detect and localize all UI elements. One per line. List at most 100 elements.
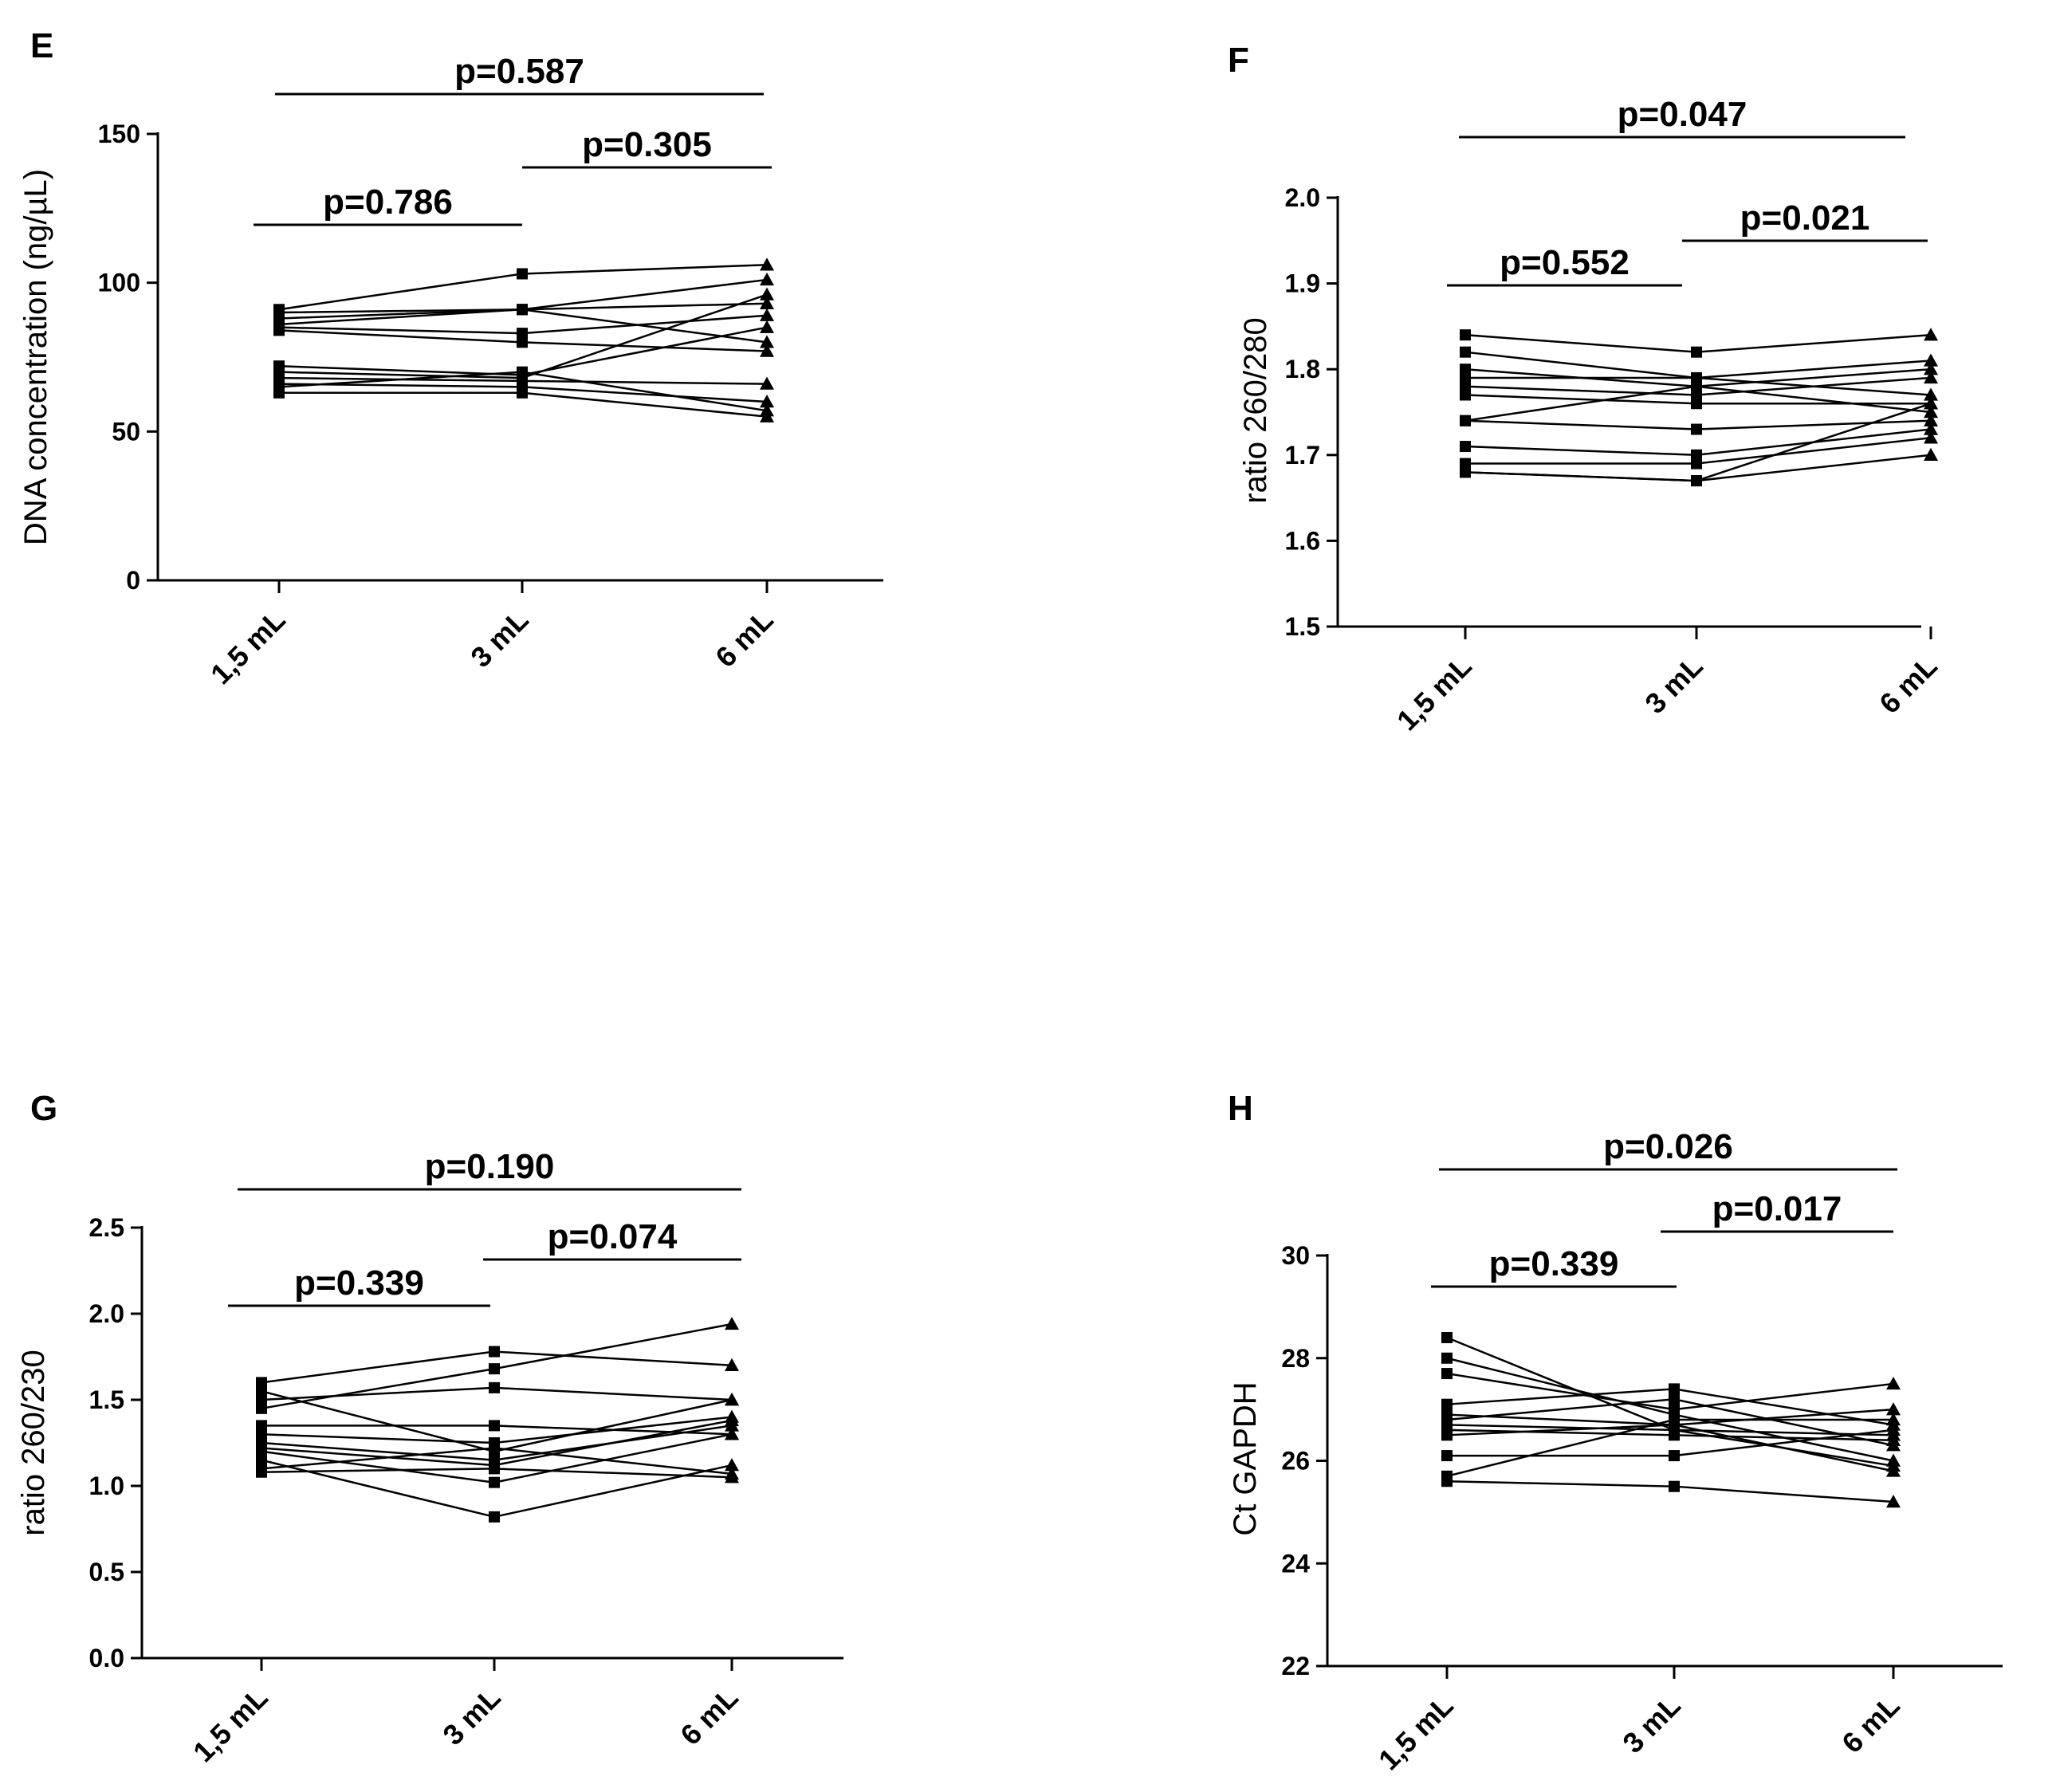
data-point [1886, 1402, 1901, 1416]
data-point [1460, 389, 1471, 401]
data-point [1669, 1424, 1680, 1436]
data-point [1669, 1450, 1680, 1462]
x-tick-label: 1,5 mL [1372, 1689, 1460, 1777]
data-point [760, 409, 774, 422]
data-point [256, 1445, 267, 1457]
data-point [1669, 1404, 1680, 1416]
x-tick-label: 3 mL [464, 603, 534, 674]
data-point [760, 376, 774, 390]
y-tick-label: 0.5 [89, 1558, 124, 1586]
data-point [725, 1427, 739, 1440]
data-point [1669, 1393, 1680, 1405]
p-value-label: p=0.026 [1603, 1127, 1733, 1166]
data-point [1924, 362, 1938, 375]
data-point [517, 304, 528, 316]
x-tick-label: 1,5 mL [204, 603, 292, 691]
p-value-label: p=0.786 [323, 183, 453, 222]
data-point [760, 395, 774, 408]
y-tick-label: 1.9 [1285, 269, 1320, 298]
y-tick-label: 1.6 [1285, 526, 1320, 555]
data-point [1691, 423, 1702, 435]
data-point [1691, 371, 1702, 383]
y-tick-label: 28 [1281, 1344, 1310, 1373]
data-point [489, 1463, 500, 1475]
p-value-label: p=0.339 [294, 1263, 424, 1303]
data-point [256, 1454, 267, 1466]
y-tick-label: 2.5 [89, 1213, 124, 1242]
data-point [1669, 1414, 1680, 1425]
data-point [1924, 328, 1938, 341]
data-point [489, 1511, 500, 1523]
panel-h: H Ct GAPDH 22 24 26 28 30 1,5 mL 3 mL 6 mL p=0.026… [1228, 1089, 2003, 1776]
x-tick-label: 3 mL [1638, 650, 1708, 720]
data-point [1886, 1458, 1901, 1472]
data-point [1924, 430, 1938, 444]
y-axis-label: ratio 260/280 [1238, 317, 1273, 504]
x-tick-label: 6 mL [1835, 1689, 1905, 1759]
data-point [760, 344, 774, 357]
data-point [1441, 1476, 1453, 1487]
data-point [1691, 458, 1702, 470]
data-point [1924, 396, 1938, 410]
data-point [256, 1377, 267, 1389]
data-point [1441, 1368, 1453, 1380]
p-value-label: p=0.339 [1489, 1244, 1619, 1283]
data-point [489, 1363, 500, 1375]
data-point [1460, 346, 1471, 358]
data-point [1460, 380, 1471, 392]
data-point [1924, 387, 1938, 401]
p-value-label: p=0.305 [582, 125, 712, 164]
data-point [1460, 441, 1471, 453]
data-point [1460, 466, 1471, 478]
y-tick-label: 26 [1281, 1447, 1310, 1476]
y-tick-label: 0.0 [89, 1644, 124, 1672]
data-point [256, 1466, 267, 1478]
panel-letter: H [1228, 1089, 1253, 1128]
data-point [1441, 1429, 1453, 1441]
data-point [517, 268, 528, 280]
y-tick-label: 50 [112, 417, 140, 446]
p-value-label: p=0.587 [454, 52, 584, 91]
y-tick-label: 0 [126, 566, 140, 595]
data-point [489, 1442, 500, 1454]
data-point [1691, 380, 1702, 392]
data-point [725, 1458, 739, 1472]
data-point [1441, 1419, 1453, 1431]
data-point [517, 328, 528, 340]
x-tick-label: 3 mL [436, 1681, 506, 1751]
data-point [1886, 1495, 1901, 1508]
p-value-label: p=0.021 [1740, 198, 1870, 238]
data-point [760, 287, 774, 301]
p-value-label: p=0.074 [548, 1217, 678, 1256]
data-point [760, 296, 774, 309]
data-point [1924, 413, 1938, 426]
y-tick-label: 2.0 [89, 1299, 124, 1328]
x-tick-label: 3 mL [1616, 1689, 1686, 1759]
data-point [725, 1358, 739, 1371]
data-point [760, 257, 774, 271]
y-axis-label: ratio 260/230 [16, 1350, 51, 1536]
data-point [517, 366, 528, 378]
data-point [1886, 1432, 1901, 1446]
y-tick-label: 24 [1281, 1549, 1310, 1578]
data-point [1460, 458, 1471, 470]
data-point [1460, 329, 1471, 341]
data-point [1924, 405, 1938, 419]
data-point [273, 324, 285, 336]
x-tick-label: 1,5 mL [187, 1681, 274, 1769]
data-point [256, 1394, 267, 1405]
data-point [256, 1428, 267, 1440]
x-tick-label: 6 mL [674, 1681, 744, 1751]
data-point [725, 1393, 739, 1406]
y-tick-label: 22 [1281, 1652, 1310, 1680]
p-value-label: p=0.190 [425, 1147, 555, 1186]
p-value-label: p=0.047 [1618, 95, 1747, 134]
data-point [1441, 1450, 1453, 1462]
data-point [725, 1470, 739, 1484]
panel-letter: F [1228, 41, 1249, 80]
data-point [725, 1316, 739, 1330]
data-point [1460, 371, 1471, 383]
data-point [1924, 447, 1938, 461]
